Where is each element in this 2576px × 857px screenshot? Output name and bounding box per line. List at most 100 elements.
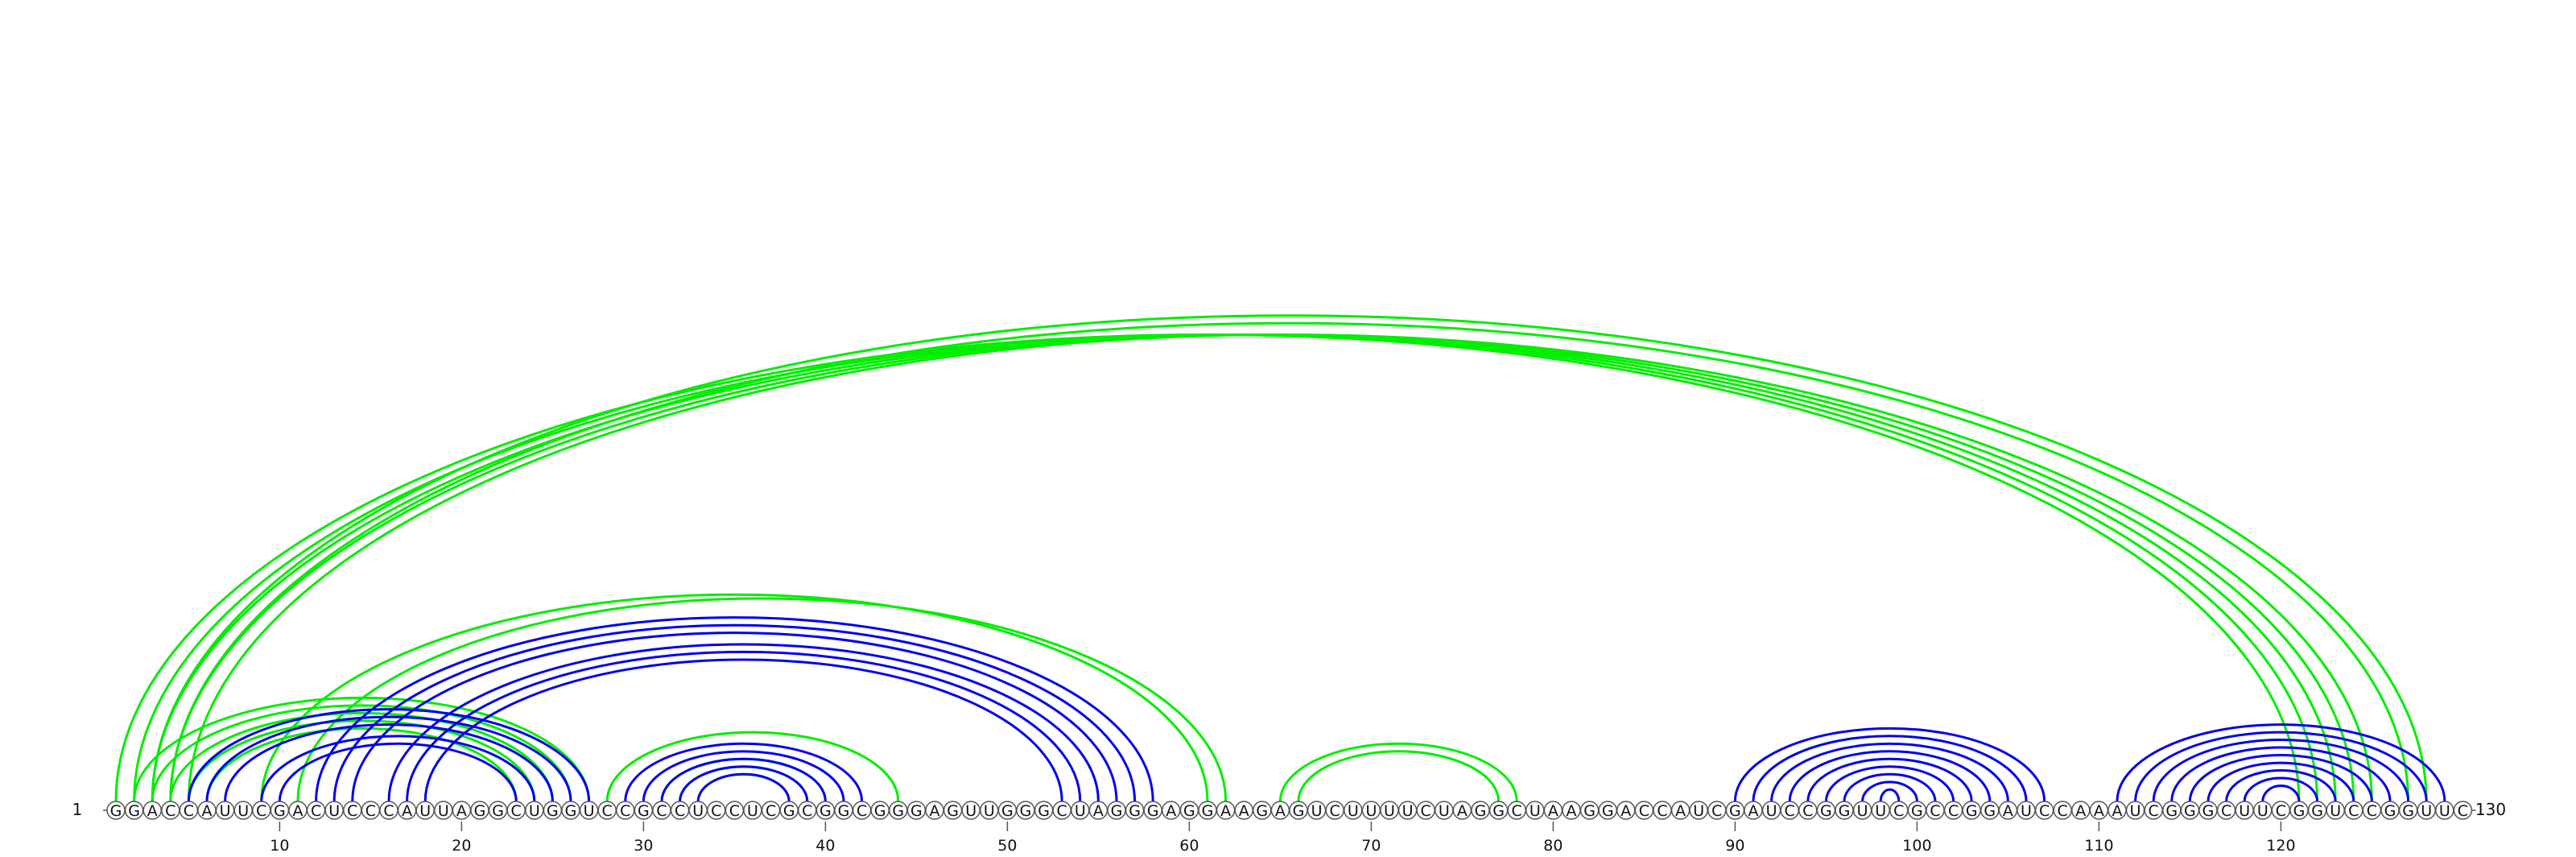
nucleotide: U bbox=[2417, 801, 2436, 820]
reference-pair-arc bbox=[679, 765, 809, 802]
nucleotide: G bbox=[1980, 801, 2000, 820]
nucleotide-letter: C bbox=[1512, 802, 1522, 820]
nucleotide: C bbox=[161, 801, 180, 820]
nucleotide: U bbox=[215, 801, 235, 820]
nucleotide-letter: U bbox=[2421, 802, 2432, 820]
nucleotide-letter: G bbox=[910, 802, 923, 820]
reference-pair-arc bbox=[205, 715, 572, 802]
nucleotide: G bbox=[1034, 801, 1054, 820]
tick-label: 40 bbox=[815, 837, 835, 855]
nucleotide-letter: G bbox=[1038, 802, 1050, 820]
nucleotide-letter: A bbox=[1239, 802, 1249, 820]
nucleotide-letter: G bbox=[2165, 802, 2178, 820]
nucleotide-letter: U bbox=[1857, 802, 1868, 820]
nucleotide: C bbox=[2053, 801, 2072, 820]
nucleotide: G bbox=[1962, 801, 1981, 820]
nucleotide: C bbox=[852, 801, 872, 820]
tick-label: 10 bbox=[270, 837, 289, 855]
nucleotide-letter: G bbox=[128, 802, 140, 820]
nucleotide: C bbox=[361, 801, 381, 820]
reference-pair-arc bbox=[260, 735, 536, 802]
nucleotide: G bbox=[1253, 801, 1272, 820]
nucleotide-letter: G bbox=[783, 802, 795, 820]
nucleotide-letter: G bbox=[874, 802, 886, 820]
nucleotide: C bbox=[1052, 801, 1071, 820]
reference-pair-arc bbox=[387, 643, 1100, 802]
reference-pair-arc bbox=[315, 616, 1154, 802]
nucleotide-letter: C bbox=[2458, 802, 2468, 820]
nucleotide: C bbox=[2034, 801, 2054, 820]
nucleotide: G bbox=[634, 801, 654, 820]
nucleotide: C bbox=[597, 801, 617, 820]
nucleotide-letter: G bbox=[1129, 802, 1141, 820]
nucleotide: C bbox=[707, 801, 726, 820]
nucleotide: A bbox=[397, 801, 417, 820]
nucleotide-letter: C bbox=[1639, 802, 1649, 820]
reference-pair-arc bbox=[2134, 731, 2428, 802]
nucleotide: U bbox=[2253, 801, 2273, 820]
nucleotide-letter: G bbox=[1911, 802, 1923, 820]
nucleotide-letter: U bbox=[747, 802, 758, 820]
nucleotide-letter: U bbox=[1311, 802, 1323, 820]
nucleotide: C bbox=[306, 801, 326, 820]
nucleotide: U bbox=[1525, 801, 1545, 820]
nucleotide-letter: G bbox=[1020, 802, 1032, 820]
nucleotide: U bbox=[1852, 801, 1872, 820]
nucleotide-letter: A bbox=[402, 802, 412, 820]
nucleotide: C bbox=[379, 801, 398, 820]
nucleotide: C bbox=[1634, 801, 1654, 820]
tick-label: 70 bbox=[1361, 837, 1381, 855]
nucleotide-letter: U bbox=[2330, 802, 2341, 820]
nucleotide-letter: C bbox=[2058, 802, 2068, 820]
nucleotide: U bbox=[2125, 801, 2145, 820]
nucleotide: U bbox=[2235, 801, 2254, 820]
nucleotide-letter: U bbox=[1875, 802, 1886, 820]
nucleotide: C bbox=[652, 801, 671, 820]
nucleotide: A bbox=[1234, 801, 1253, 820]
nucleotide-letter: A bbox=[202, 802, 213, 820]
nucleotide: G bbox=[470, 801, 489, 820]
predicted-arcs-group bbox=[114, 314, 2428, 802]
nucleotide-letter: C bbox=[857, 802, 867, 820]
nucleotide: G bbox=[1598, 801, 1617, 820]
nucleotide-letter: G bbox=[638, 802, 650, 820]
nucleotide-letter: G bbox=[1602, 802, 1614, 820]
nucleotide: A bbox=[452, 801, 472, 820]
nucleotide: C bbox=[2144, 801, 2163, 820]
nucleotide: U bbox=[1689, 801, 1708, 820]
nucleotide-letter: U bbox=[1693, 802, 1704, 820]
nucleotide: U bbox=[743, 801, 762, 820]
nucleotide-letter: A bbox=[1275, 802, 1286, 820]
reference-pair-arc bbox=[2243, 776, 2319, 802]
nucleotide: C bbox=[761, 801, 781, 820]
tick-label: 60 bbox=[1179, 837, 1199, 855]
nucleotide: C bbox=[1416, 801, 1435, 820]
nucleotide-letter: C bbox=[184, 802, 194, 820]
nucleotide: C bbox=[2216, 801, 2236, 820]
nucleotide-letter: G bbox=[1001, 802, 1013, 820]
reference-pair-arc bbox=[624, 742, 864, 802]
nucleotide-letter: U bbox=[1439, 802, 1450, 820]
reference-pair-arc bbox=[1733, 727, 2046, 802]
reference-pair-arc bbox=[1879, 788, 1901, 802]
tick-label: 90 bbox=[1725, 837, 1744, 855]
nucleotide: U bbox=[415, 801, 435, 820]
nucleotide-letter: G bbox=[2293, 802, 2306, 820]
nucleotide-letter: C bbox=[1893, 802, 1904, 820]
nucleotide-letter: A bbox=[293, 802, 303, 820]
reference-pair-arc bbox=[642, 750, 845, 802]
nucleotide: A bbox=[2071, 801, 2091, 820]
nucleotide-letter: C bbox=[2221, 802, 2231, 820]
nucleotide: G bbox=[997, 801, 1018, 820]
nucleotide-letter: C bbox=[2149, 802, 2159, 820]
nucleotide: A bbox=[142, 801, 162, 820]
nucleotide: G bbox=[1488, 801, 1509, 820]
reference-arcs-group bbox=[187, 616, 2446, 802]
predicted-pair-arc bbox=[187, 719, 536, 802]
nucleotide-letter: G bbox=[1492, 802, 1505, 820]
nucleotide: G bbox=[834, 801, 853, 820]
predicted-pair-arc bbox=[151, 314, 2428, 802]
nucleotide: U bbox=[1344, 801, 1363, 820]
tick-label: 20 bbox=[452, 837, 471, 855]
nucleotide: G bbox=[1125, 801, 1145, 820]
